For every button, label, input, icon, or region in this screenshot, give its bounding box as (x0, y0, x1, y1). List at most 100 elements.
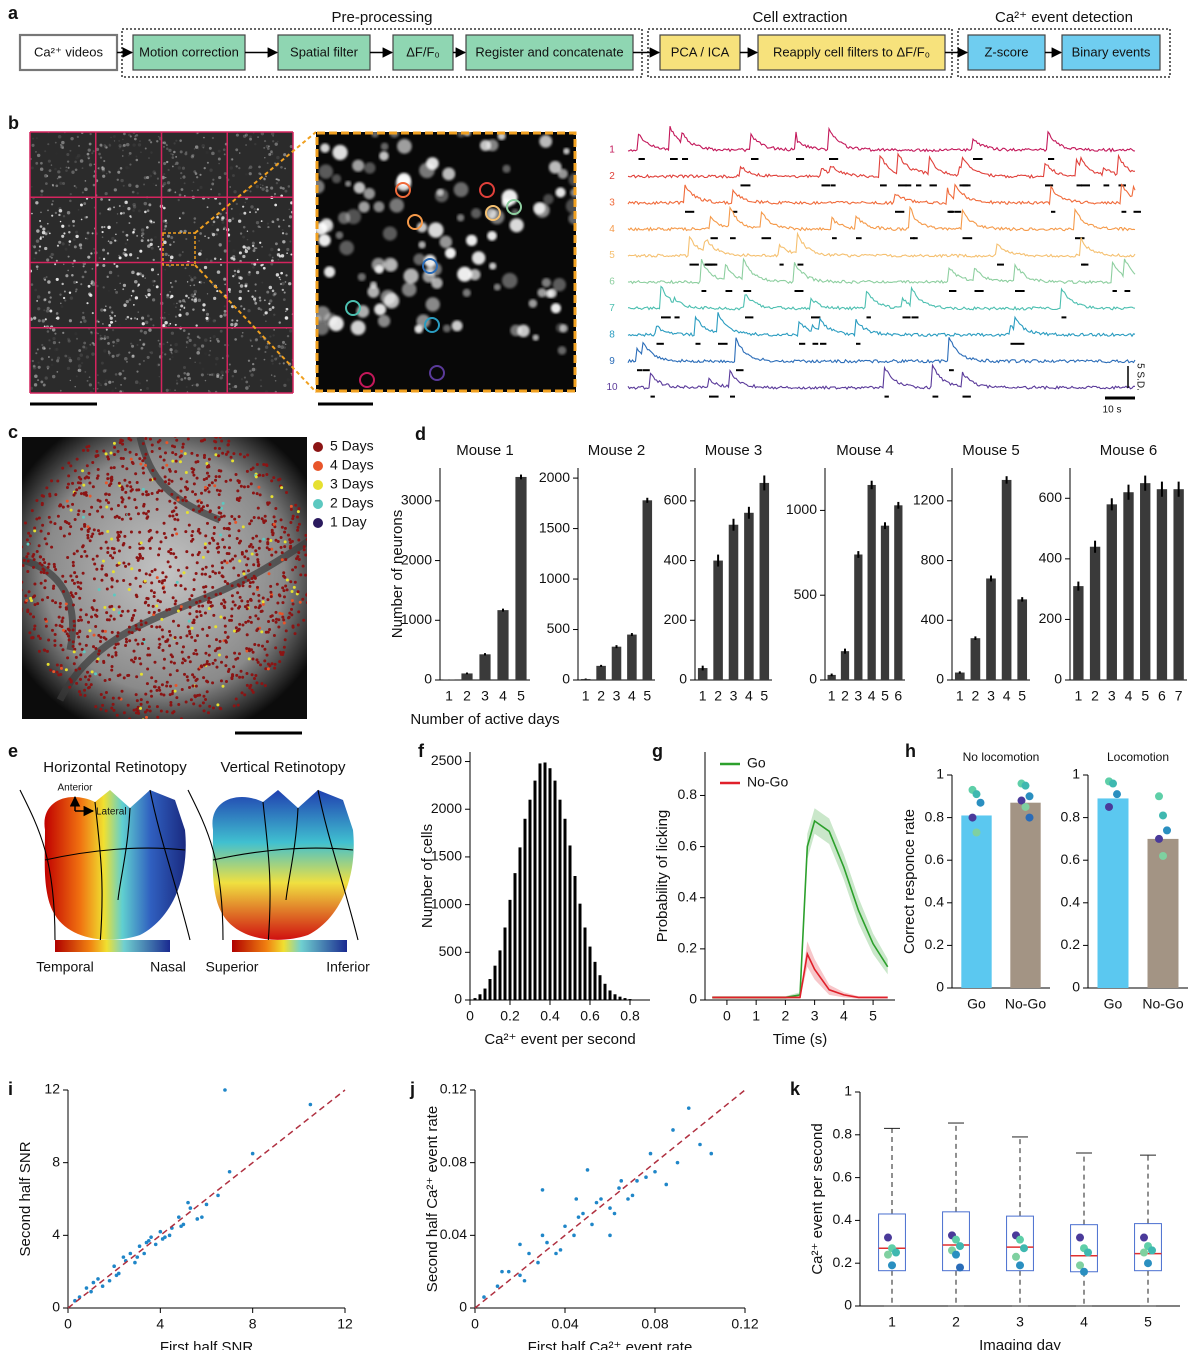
cell-dot (162, 587, 165, 590)
cell-dot (265, 320, 267, 322)
cell-dot (254, 143, 256, 145)
cell-dot (129, 485, 132, 488)
cell-dot (117, 504, 120, 507)
cell-dot (80, 283, 82, 285)
cell-dot (83, 525, 86, 528)
cell-dot (113, 709, 116, 712)
cell-dot (137, 257, 139, 259)
y-tick-label: 1 (844, 1083, 852, 1099)
cell-dot (245, 381, 248, 384)
cell-dot (193, 694, 196, 697)
x-tick-label: 0.04 (551, 1316, 578, 1332)
cell-dot (246, 633, 249, 636)
cell-dot (296, 555, 299, 558)
cell-dot (110, 669, 113, 672)
cell-dot (42, 495, 45, 498)
cell-dot (259, 493, 262, 496)
cell-dot (110, 585, 113, 588)
cell-dot (218, 193, 221, 196)
cell-dot (113, 345, 115, 347)
cell-dot (192, 702, 195, 705)
cell-dot (180, 454, 183, 457)
cell-dot (105, 574, 108, 577)
cell-dot (170, 722, 173, 725)
cell-dot (206, 634, 209, 637)
cell-dot (30, 599, 33, 602)
x-tick-label: 1 (445, 688, 453, 704)
cell-dot (168, 255, 170, 257)
cell-dot (161, 466, 164, 469)
cell-dot (140, 698, 143, 701)
cell-dot (76, 338, 78, 340)
cell-dot (105, 709, 108, 712)
cell-dot (223, 227, 226, 230)
cell-dot (170, 295, 173, 298)
cell-dot (231, 208, 233, 210)
cell-dot (289, 215, 292, 218)
cell-dot (285, 311, 286, 312)
cell-dot (234, 604, 237, 607)
cell-dot (214, 479, 217, 482)
cell-dot (243, 226, 246, 229)
cell-dot (201, 373, 204, 376)
cell-dot (274, 375, 276, 377)
cell-dot (286, 308, 289, 311)
cell-dot (182, 299, 185, 302)
cell-dot (204, 534, 207, 537)
cell-dot (74, 492, 77, 495)
map-title: Vertical Retinotopy (220, 759, 346, 776)
cell-dot (174, 183, 176, 185)
cell-dot (149, 710, 152, 713)
cell-dot (128, 481, 131, 484)
cell-dot (264, 359, 266, 361)
cell-dot (307, 549, 310, 552)
cell-dot (41, 503, 44, 506)
cell-dot (208, 607, 211, 610)
cell-dot (157, 177, 159, 179)
cell-blob (556, 323, 565, 332)
x-tick-label: 4 (156, 1316, 164, 1332)
cell-dot (63, 232, 65, 234)
cell-dot (174, 506, 177, 509)
data-point (138, 1244, 142, 1248)
y-tick-label: 0 (459, 1299, 467, 1315)
cell-dot (144, 720, 147, 723)
panel-label: h (905, 741, 916, 761)
cell-dot (146, 701, 149, 704)
cell-dot (139, 272, 142, 275)
cell-dot (172, 154, 174, 156)
cell-dot (67, 367, 70, 370)
cell-dot (214, 257, 216, 259)
cell-dot (113, 206, 115, 208)
data-point (572, 1234, 576, 1238)
cell-dot (258, 474, 261, 477)
cell-dot (191, 154, 194, 157)
cell-dot (224, 631, 227, 634)
data-point (523, 1279, 527, 1283)
cell-dot (22, 564, 25, 567)
cell-dot (200, 492, 203, 495)
trace (628, 259, 1135, 284)
cell-dot (93, 599, 96, 602)
cell-dot (67, 628, 70, 631)
cell-dot (33, 628, 36, 631)
cell-dot (102, 249, 105, 252)
cell-blob (489, 262, 496, 269)
y-tick-label: 0.08 (440, 1153, 467, 1169)
cell-dot (261, 220, 263, 222)
cell-dot (294, 632, 297, 635)
cell-dot (43, 309, 45, 311)
cell-dot (61, 283, 63, 285)
cell-dot (188, 598, 191, 601)
x-axis-label: Imaging day (979, 1337, 1061, 1350)
cell-dot (56, 312, 59, 315)
cell-dot (274, 520, 277, 523)
cell-dot (28, 631, 31, 634)
cell-dot (103, 160, 105, 162)
cell-dot (86, 671, 89, 674)
cell-blob (321, 218, 332, 229)
cell-dot (160, 721, 163, 724)
cell-blob (472, 251, 485, 264)
cell-dot (82, 312, 84, 314)
cell-dot (60, 664, 63, 667)
